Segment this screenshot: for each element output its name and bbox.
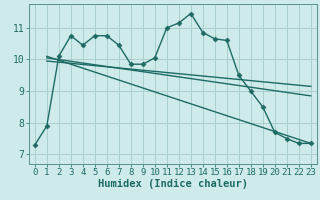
X-axis label: Humidex (Indice chaleur): Humidex (Indice chaleur) [98, 179, 248, 189]
